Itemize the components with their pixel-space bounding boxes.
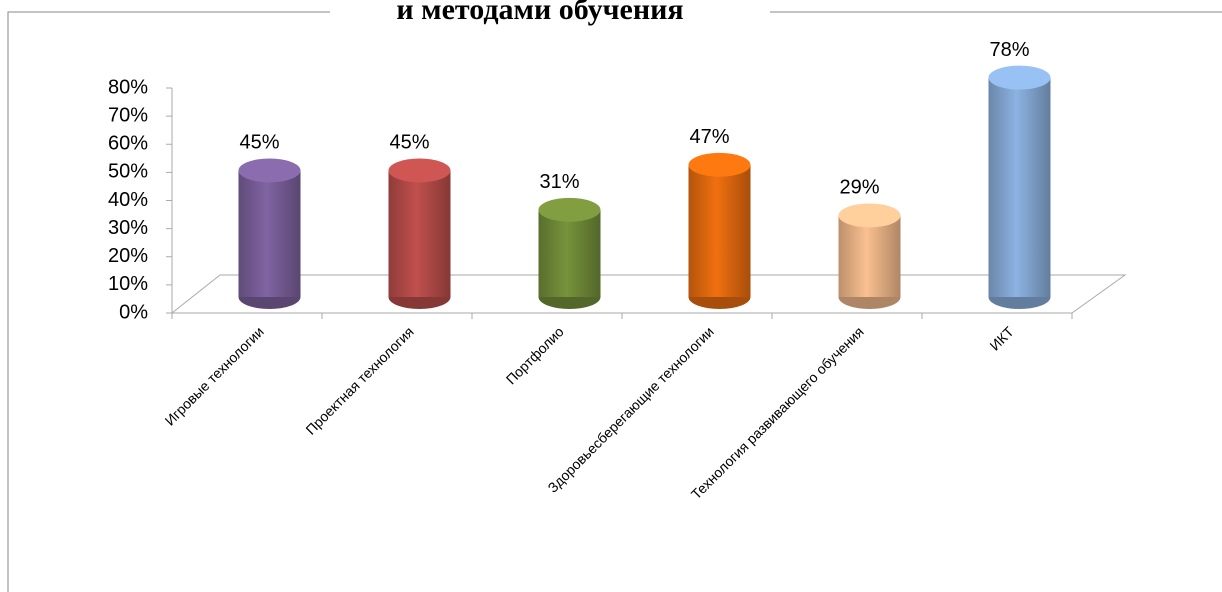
x-tick-label: ИКТ [986, 323, 1017, 354]
bar [238, 170, 301, 297]
x-tick-label: Игровые технологии [162, 323, 267, 428]
x-tick-label: Портфолио [503, 323, 567, 387]
bar-top [988, 65, 1051, 90]
bar-top [688, 152, 751, 177]
y-tick-label: 80% [108, 76, 148, 98]
chart-title: и методами обучения [396, 0, 683, 26]
data-label: 78% [989, 39, 1029, 61]
y-tick-label: 20% [108, 245, 148, 267]
title-bg [330, 0, 770, 32]
data-label: 29% [839, 177, 879, 199]
data-label: 45% [239, 132, 279, 154]
bar [688, 164, 751, 297]
y-tick-label: 70% [108, 104, 148, 126]
data-label: 31% [539, 171, 579, 193]
floor [170, 274, 1127, 314]
bar-top [388, 158, 451, 183]
bar-top [838, 203, 901, 228]
x-tick-label: Технология развивающего обучения [688, 323, 867, 502]
bar [838, 215, 901, 297]
y-tick-label: 50% [108, 161, 148, 183]
y-tick-label: 10% [108, 273, 148, 295]
data-label: 45% [389, 132, 429, 154]
y-tick-label: 60% [108, 133, 148, 155]
y-tick-label: 0% [119, 301, 148, 323]
bar [538, 209, 601, 297]
x-tick-label: Проектная технология [302, 323, 416, 437]
bar [388, 170, 451, 297]
bar [988, 77, 1051, 297]
data-label: 47% [689, 126, 729, 148]
bar-top [238, 158, 301, 183]
y-tick-label: 40% [108, 189, 148, 211]
bar-top [538, 197, 601, 222]
y-tick-label: 30% [108, 217, 148, 239]
x-tick-label: Здоровьесберегающие технологии [544, 323, 716, 495]
